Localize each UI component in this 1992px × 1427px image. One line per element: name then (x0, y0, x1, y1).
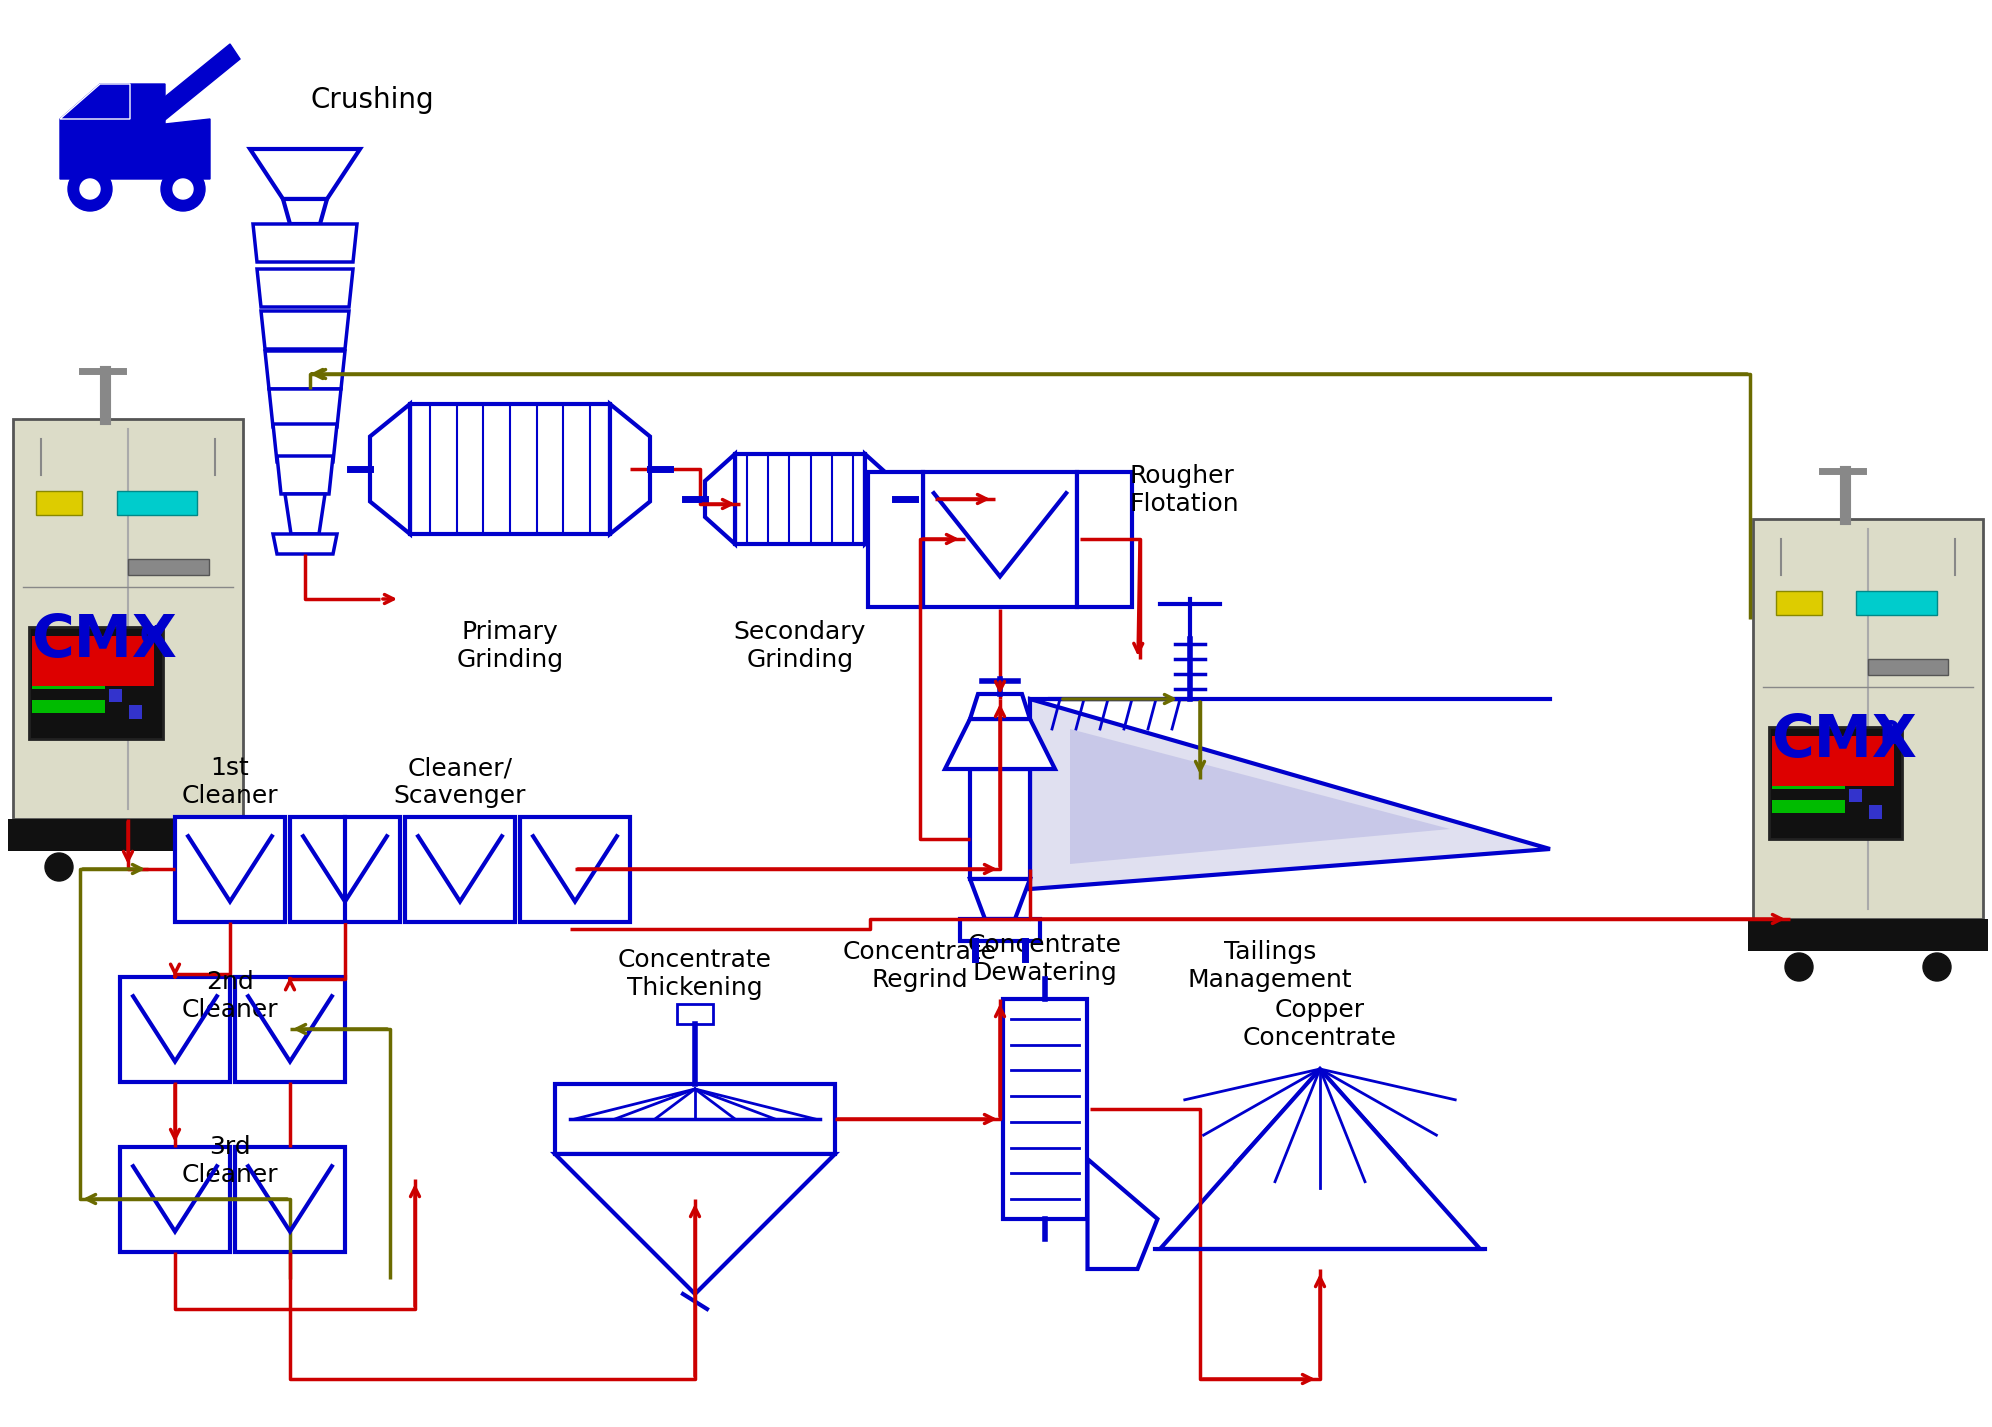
FancyBboxPatch shape (1771, 751, 1845, 765)
Polygon shape (273, 535, 337, 555)
FancyBboxPatch shape (1753, 519, 1982, 919)
FancyBboxPatch shape (960, 919, 1040, 942)
FancyBboxPatch shape (1777, 592, 1823, 615)
FancyBboxPatch shape (120, 1147, 229, 1251)
FancyBboxPatch shape (867, 472, 922, 606)
Text: Concentrate
Dewatering: Concentrate Dewatering (968, 933, 1121, 985)
FancyBboxPatch shape (922, 472, 1078, 606)
Circle shape (80, 180, 100, 200)
Polygon shape (285, 495, 325, 535)
Text: Cleaner/
Scavenger: Cleaner/ Scavenger (394, 756, 526, 808)
Polygon shape (149, 46, 239, 126)
FancyBboxPatch shape (120, 977, 229, 1082)
Text: Copper
Concentrate: Copper Concentrate (1243, 997, 1396, 1049)
FancyBboxPatch shape (291, 816, 400, 922)
FancyBboxPatch shape (1749, 919, 1988, 952)
FancyBboxPatch shape (116, 492, 197, 515)
Circle shape (1785, 953, 1813, 982)
Text: Secondary
Grinding: Secondary Grinding (733, 619, 867, 671)
FancyBboxPatch shape (556, 1085, 835, 1154)
FancyBboxPatch shape (410, 405, 610, 535)
Polygon shape (253, 225, 357, 263)
Polygon shape (283, 200, 327, 225)
Polygon shape (1159, 1069, 1480, 1249)
Polygon shape (257, 270, 353, 308)
FancyBboxPatch shape (129, 706, 143, 719)
Circle shape (173, 180, 193, 200)
Text: Primary
Grinding: Primary Grinding (456, 619, 564, 671)
FancyBboxPatch shape (32, 636, 155, 686)
Text: 3rd
Cleaner: 3rd Cleaner (181, 1134, 279, 1186)
Polygon shape (265, 351, 345, 390)
Polygon shape (1030, 699, 1550, 889)
Polygon shape (865, 455, 894, 545)
Polygon shape (269, 390, 341, 428)
Text: Crushing: Crushing (311, 86, 434, 114)
Circle shape (161, 168, 205, 211)
Circle shape (1922, 953, 1950, 982)
FancyBboxPatch shape (30, 628, 163, 739)
FancyBboxPatch shape (235, 1147, 345, 1251)
FancyBboxPatch shape (1868, 806, 1882, 819)
FancyBboxPatch shape (14, 420, 243, 819)
Text: 2nd
Cleaner: 2nd Cleaner (181, 969, 279, 1022)
FancyBboxPatch shape (32, 651, 106, 665)
Text: β: β (1880, 719, 1900, 751)
FancyBboxPatch shape (1771, 801, 1845, 813)
Polygon shape (944, 719, 1056, 769)
FancyBboxPatch shape (404, 816, 516, 922)
Text: Concentrate
Thickening: Concentrate Thickening (618, 948, 773, 999)
FancyBboxPatch shape (175, 816, 285, 922)
Polygon shape (970, 695, 1030, 719)
Polygon shape (60, 86, 209, 180)
Polygon shape (371, 405, 410, 535)
Text: CMX: CMX (32, 612, 177, 668)
FancyBboxPatch shape (1771, 776, 1845, 789)
Polygon shape (556, 1154, 835, 1294)
Text: Concentrate
Regrind: Concentrate Regrind (843, 939, 998, 992)
FancyBboxPatch shape (110, 689, 122, 702)
Circle shape (46, 853, 74, 882)
FancyBboxPatch shape (1771, 736, 1894, 786)
FancyBboxPatch shape (8, 819, 247, 852)
Polygon shape (610, 405, 649, 535)
FancyBboxPatch shape (520, 816, 629, 922)
FancyBboxPatch shape (1002, 999, 1088, 1219)
FancyBboxPatch shape (677, 1005, 713, 1025)
Circle shape (68, 168, 112, 211)
FancyBboxPatch shape (1857, 592, 1936, 615)
FancyBboxPatch shape (235, 977, 345, 1082)
FancyBboxPatch shape (1078, 472, 1133, 606)
FancyBboxPatch shape (735, 455, 865, 545)
FancyBboxPatch shape (127, 559, 209, 575)
Text: CMX: CMX (1771, 712, 1916, 769)
Circle shape (183, 853, 211, 882)
Polygon shape (277, 457, 333, 495)
Polygon shape (60, 86, 129, 120)
Polygon shape (705, 455, 735, 545)
Text: Rougher
Flotation: Rougher Flotation (1129, 464, 1239, 515)
Text: Tailings
Management: Tailings Management (1187, 939, 1353, 992)
Text: α: α (139, 619, 161, 648)
Polygon shape (970, 879, 1030, 919)
Polygon shape (261, 311, 349, 350)
Text: 1st
Cleaner: 1st Cleaner (181, 756, 279, 808)
FancyBboxPatch shape (32, 701, 106, 714)
FancyBboxPatch shape (970, 769, 1030, 879)
FancyBboxPatch shape (32, 676, 106, 689)
FancyBboxPatch shape (36, 492, 82, 515)
FancyBboxPatch shape (1868, 659, 1948, 675)
FancyBboxPatch shape (1769, 728, 1902, 839)
Polygon shape (1070, 729, 1450, 865)
Polygon shape (273, 425, 337, 462)
FancyBboxPatch shape (1849, 789, 1863, 802)
Polygon shape (251, 150, 361, 200)
Polygon shape (1088, 1159, 1157, 1269)
